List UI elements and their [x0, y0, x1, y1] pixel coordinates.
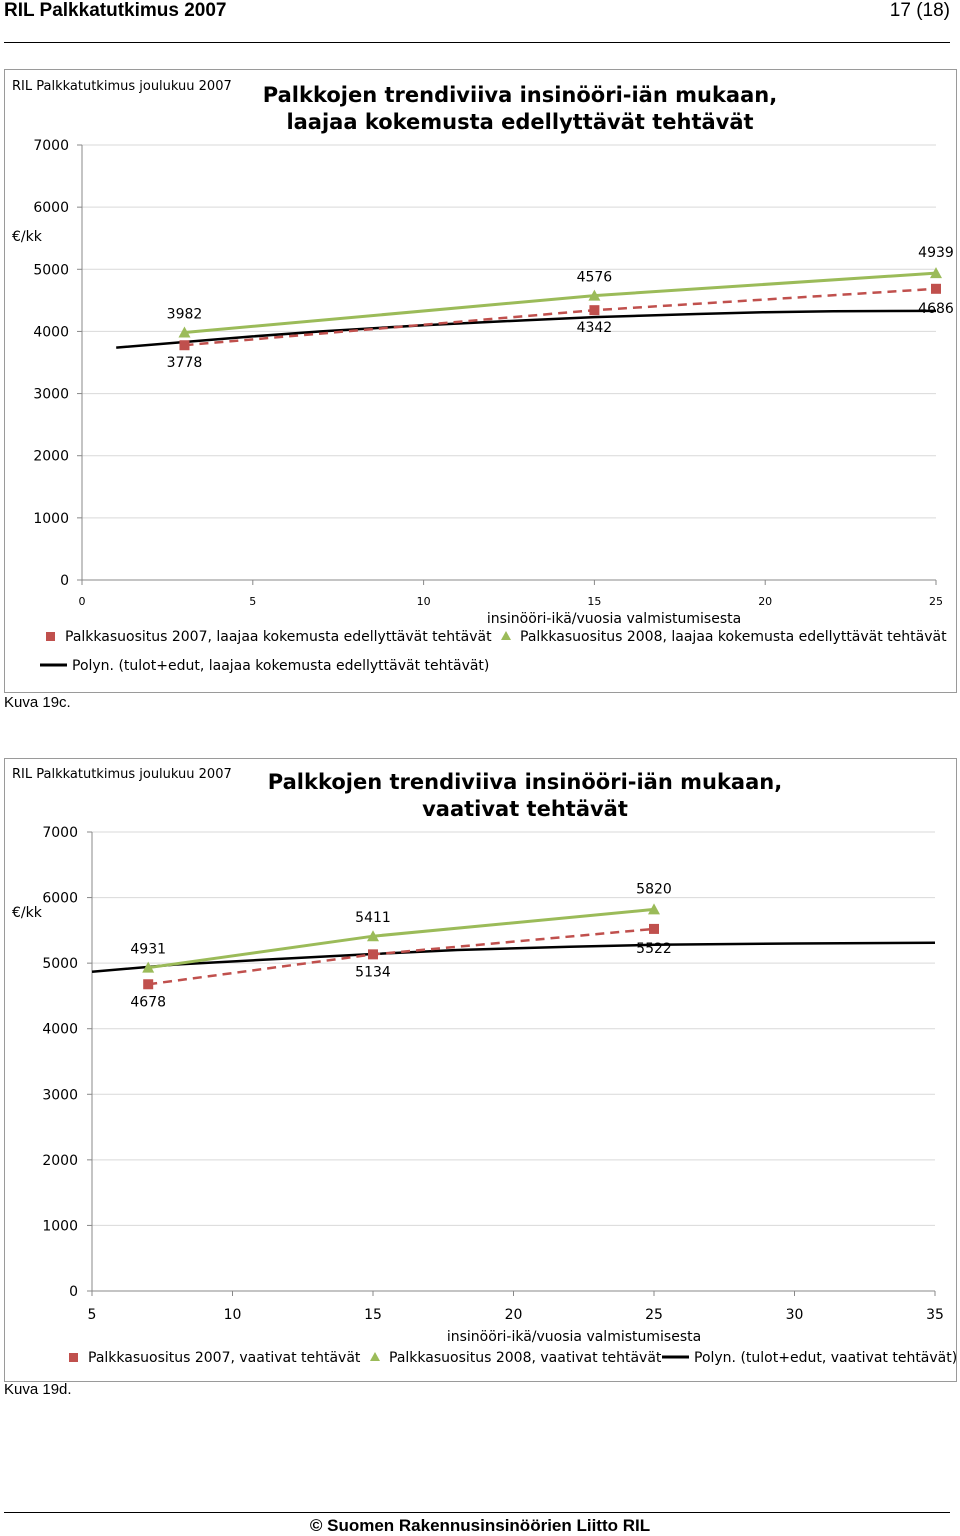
y-tick-label: 0 [69, 1284, 78, 1300]
x-tick-label: 35 [926, 1307, 944, 1323]
x-tick-label: 10 [417, 595, 431, 608]
series-2007-data-label: 5134 [355, 964, 391, 980]
chart-frame-19d: RIL Palkkatutkimus joulukuu 2007 Palkkoje… [4, 758, 957, 1382]
x-tick-label: 20 [758, 595, 772, 608]
y-tick-label: 2000 [33, 449, 69, 465]
legend-label-2008: Palkkasuositus 2008, vaativat tehtävät [389, 1350, 662, 1366]
chart-source: RIL Palkkatutkimus joulukuu 2007 [12, 79, 232, 94]
y-tick-label: 4000 [33, 324, 69, 340]
x-tick-label: 15 [364, 1307, 382, 1323]
y-tick-label: 4000 [42, 1022, 78, 1038]
y-tick-label: 2000 [42, 1153, 78, 1169]
legend-label-polyn: Polyn. (tulot+edut, vaativat tehtävät) [694, 1350, 956, 1366]
series-2008-data-label: 4576 [577, 270, 613, 286]
x-tick-label: 5 [88, 1307, 97, 1323]
legend-marker-2008 [501, 631, 511, 640]
series-2007-data-label: 3778 [167, 355, 203, 371]
series-2008-data-label: 4939 [918, 245, 954, 261]
y-tick-label: 0 [60, 573, 69, 589]
page-number: 17 (18) [889, 0, 950, 21]
series-2008-data-label: 4931 [130, 942, 166, 958]
y-tick-label: 6000 [33, 200, 69, 216]
series-2008-marker [930, 267, 942, 279]
y-axis-label: €/kk [12, 229, 43, 245]
series-2007-data-label: 4342 [577, 320, 613, 336]
legend-marker-2008 [370, 1352, 380, 1361]
y-tick-label: 5000 [33, 262, 69, 278]
caption-19c: Kuva 19c. [4, 694, 71, 711]
series-2008-marker [648, 903, 660, 915]
chart-title-line: vaativat tehtävät [422, 797, 628, 821]
chart-19d: RIL Palkkatutkimus joulukuu 2007 Palkkoje… [12, 767, 956, 1366]
y-tick-label: 1000 [33, 511, 69, 527]
page-header: RIL Palkkatutkimus 2007 17 (18) [4, 0, 954, 26]
document-title: RIL Palkkatutkimus 2007 [4, 0, 227, 21]
x-tick-label: 0 [79, 595, 86, 608]
series-2008-marker [142, 961, 155, 973]
x-tick-label: 30 [786, 1307, 804, 1323]
series-2007-data-label: 5522 [636, 941, 672, 957]
x-axis-label: insinööri-ikä/vuosia valmistumisesta [447, 1329, 701, 1345]
series-2008-marker [588, 289, 601, 301]
y-tick-label: 7000 [42, 825, 78, 841]
legend-marker-2007 [69, 1353, 78, 1362]
x-tick-label: 25 [645, 1307, 663, 1323]
caption-19d: Kuva 19d. [4, 1381, 72, 1398]
series-2008-data-label: 5411 [355, 910, 391, 926]
series-2007-data-label: 4678 [130, 994, 166, 1010]
chart-title-line: Palkkojen trendiviiva insinööri-iän muka… [263, 83, 777, 107]
y-tick-label: 3000 [42, 1087, 78, 1103]
x-tick-label: 10 [224, 1307, 242, 1323]
y-tick-label: 1000 [42, 1218, 78, 1234]
series-2007-marker [143, 979, 154, 990]
chart-frame-19c: RIL Palkkatutkimus joulukuu 2007 Palkkoje… [4, 69, 957, 693]
legend-label-2007: Palkkasuositus 2007, laajaa kokemusta ed… [65, 629, 492, 645]
legend-marker-2007 [46, 632, 55, 641]
series-2007-marker [649, 923, 659, 934]
series-2008-data-label: 5820 [636, 881, 672, 897]
chart-source: RIL Palkkatutkimus joulukuu 2007 [12, 767, 232, 782]
x-tick-label: 25 [929, 595, 943, 608]
x-axis-label: insinööri-ikä/vuosia valmistumisesta [487, 611, 741, 627]
y-tick-label: 6000 [42, 891, 78, 907]
y-axis-label: €/kk [12, 905, 43, 921]
series-2008-line [147, 907, 655, 970]
series-2007-marker [931, 283, 941, 294]
legend-label-2007: Palkkasuositus 2007, vaativat tehtävät [88, 1350, 361, 1366]
x-tick-label: 15 [587, 595, 601, 608]
y-tick-label: 5000 [42, 956, 78, 972]
polyn-trendline [116, 309, 937, 349]
series-2008-data-label: 3982 [167, 307, 203, 323]
series-2007-marker [368, 949, 378, 960]
y-tick-label: 3000 [33, 387, 69, 403]
series-2008-line [184, 271, 937, 334]
series-2007-marker [179, 340, 190, 351]
chart-title-line: laajaa kokemusta edellyttävät tehtävät [286, 110, 753, 134]
series-2007-data-label: 4686 [918, 301, 954, 317]
x-tick-label: 20 [505, 1307, 523, 1323]
series-2008-marker [178, 326, 191, 338]
footer-copyright: © Suomen Rakennusinsinöörien Liitto RIL [309, 1516, 651, 1535]
series-2007-marker [589, 305, 600, 316]
legend-label-2008: Palkkasuositus 2008, laajaa kokemusta ed… [520, 629, 947, 645]
x-tick-label: 5 [249, 595, 256, 608]
legend-label-polyn: Polyn. (tulot+edut, laajaa kokemusta ede… [72, 658, 489, 674]
header-rule [4, 42, 950, 43]
chart-19c: RIL Palkkatutkimus joulukuu 2007 Palkkoje… [12, 79, 954, 674]
footer-rule [4, 1512, 950, 1513]
series-2008-marker [367, 930, 379, 942]
y-tick-label: 7000 [33, 138, 69, 154]
chart-title-line: Palkkojen trendiviiva insinööri-iän muka… [268, 770, 782, 794]
polyn-trendline [91, 941, 936, 973]
